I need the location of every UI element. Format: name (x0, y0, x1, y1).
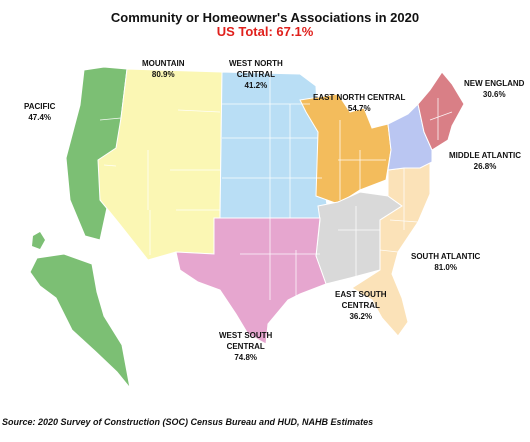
label-wnc-name-2: CENTRAL (236, 70, 275, 79)
label-enc-value: 54.7% (347, 104, 371, 113)
label-wnc-value: 41.2% (244, 81, 268, 90)
region-new-england (417, 71, 465, 151)
label-esc-name-2: CENTRAL (341, 301, 380, 310)
label-wnc-name-1: WEST NORTH (229, 59, 283, 68)
label-esc-value: 36.2% (349, 312, 373, 321)
label-ne-name: NEW ENGLAND (464, 79, 525, 88)
region-middle-atlantic (387, 102, 433, 171)
label-wsc-name-2: CENTRAL (226, 342, 265, 351)
label-pacific-value: 47.4% (28, 113, 52, 122)
label-west-north-central: WEST NORTH CENTRAL 41.2% (229, 58, 283, 91)
label-pacific-name: PACIFIC (24, 102, 56, 111)
label-pacific: PACIFIC 47.4% (24, 101, 55, 123)
map-title: Community or Homeowner's Associations in… (110, 10, 420, 25)
region-pacific-hawaii (32, 232, 45, 249)
label-wsc-value: 74.8% (234, 353, 258, 362)
label-east-north-central: EAST NORTH CENTRAL 54.7% (313, 92, 405, 114)
label-sa-value: 81.0% (434, 263, 457, 272)
label-east-south-central: EAST SOUTH CENTRAL 36.2% (335, 289, 387, 322)
label-enc-name: EAST NORTH CENTRAL (313, 93, 406, 102)
label-esc-name-1: EAST SOUTH (335, 290, 387, 299)
label-sa-name: SOUTH ATLANTIC (411, 252, 481, 261)
label-mountain-value: 80.9% (151, 70, 175, 79)
label-mountain-name: MOUNTAIN (142, 59, 185, 68)
label-west-south-central: WEST SOUTH CENTRAL 74.8% (219, 330, 272, 363)
label-ma-value: 26.8% (473, 162, 497, 171)
region-pacific-alaska (29, 253, 131, 389)
label-south-atlantic: SOUTH ATLANTIC 81.0% (411, 251, 480, 273)
region-west-north-central (219, 71, 329, 219)
map-subtitle: US Total: 67.1% (216, 24, 314, 39)
label-middle-atlantic: MIDDLE ATLANTIC 26.8% (449, 150, 521, 172)
label-mountain: MOUNTAIN 80.9% (142, 58, 185, 80)
source-note: Source: 2020 Survey of Construction (SOC… (2, 417, 374, 427)
label-new-england: NEW ENGLAND 30.6% (464, 78, 524, 100)
label-ma-name: MIDDLE ATLANTIC (449, 151, 521, 160)
label-wsc-name-1: WEST SOUTH (219, 331, 273, 340)
label-ne-value: 30.6% (482, 90, 506, 99)
region-west-south-central (175, 217, 327, 345)
